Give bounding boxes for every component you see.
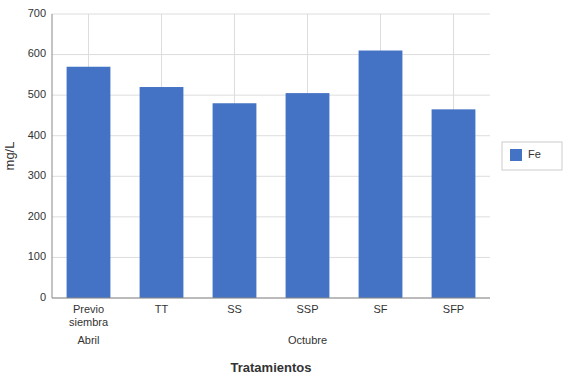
grid-line-y [52, 176, 490, 177]
bar [286, 93, 330, 298]
bars [67, 51, 476, 298]
chart-svg: 0 100 200 300 400 500 600 700 Previosiembra TT SS S… [0, 0, 572, 380]
x-axis-line [52, 298, 490, 299]
chart-container: 0 100 200 300 400 500 600 700 Previosiembra TT SS S… [0, 0, 572, 380]
x-tick-label: TT [155, 303, 169, 315]
grid-line-y [52, 95, 490, 96]
x-tick-label: SS [227, 303, 242, 315]
annotation: Octubre [288, 334, 327, 346]
legend: Fe [502, 142, 562, 170]
x-tick-label-line: Previo [73, 303, 104, 315]
x-tick-label-line: SS [227, 303, 242, 315]
bar [213, 103, 257, 298]
grid-line-y [52, 216, 490, 217]
annotation: Abril [77, 334, 99, 346]
y-tick-label: 400 [28, 129, 46, 141]
legend-swatch [510, 149, 522, 161]
y-tick-label: 700 [28, 7, 46, 19]
x-tick-label: SSP [296, 303, 318, 315]
bar [67, 67, 111, 298]
grid-line-y [52, 135, 490, 136]
y-axis-line [52, 14, 53, 298]
y-tick-label: 600 [28, 47, 46, 59]
y-tick-label: 500 [28, 88, 46, 100]
x-axis-label: Tratamientos [231, 360, 312, 375]
grid-line-y [52, 257, 490, 258]
x-tick-label: Previosiembra [69, 303, 109, 328]
x-tick-label-line: SSP [296, 303, 318, 315]
x-tick-label-line: siembra [69, 316, 109, 328]
x-tick-label: SF [373, 303, 387, 315]
axes: 0 100 200 300 400 500 600 700 Previosiembra TT SS S… [28, 7, 490, 328]
x-tick-label-line: SF [373, 303, 387, 315]
y-tick-label: 200 [28, 210, 46, 222]
x-tick-label-line: TT [155, 303, 169, 315]
grid-line-y [52, 54, 490, 55]
y-tick-label: 0 [40, 291, 46, 303]
y-tick-label: 300 [28, 169, 46, 181]
y-axis-label: mg/L [2, 142, 17, 171]
grid-line-y [52, 14, 490, 15]
x-tick-label: SFP [443, 303, 464, 315]
grid-line-y [52, 298, 490, 299]
grid [52, 14, 490, 298]
y-tick-label: 100 [28, 250, 46, 262]
bar [140, 87, 184, 298]
bar [432, 109, 476, 298]
bar [359, 51, 403, 298]
legend-box [502, 142, 562, 170]
legend-label: Fe [528, 148, 541, 160]
x-tick-label-line: SFP [443, 303, 464, 315]
